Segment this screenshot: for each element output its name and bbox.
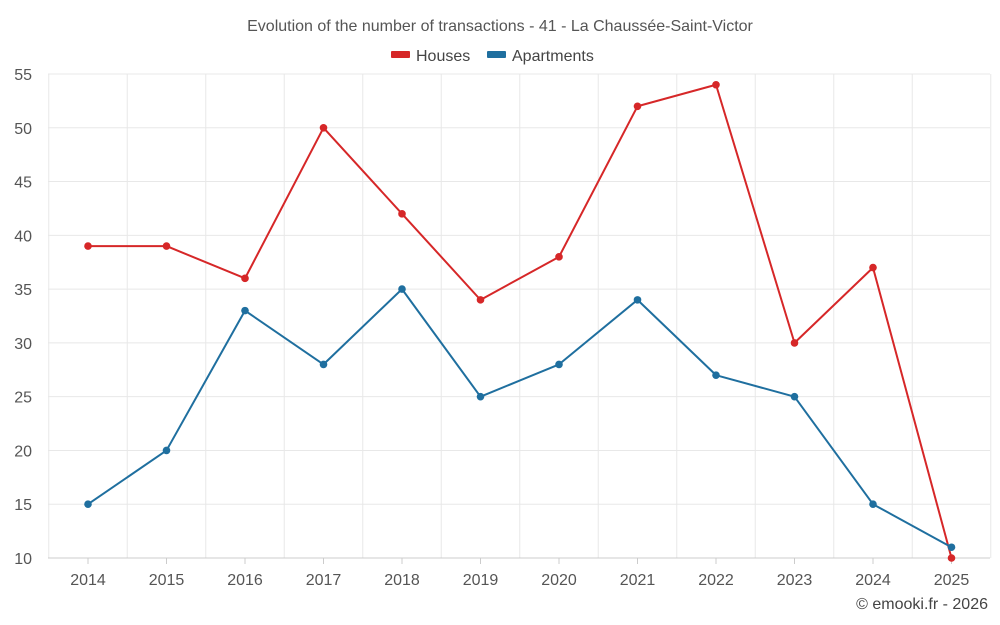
- data-point-apartments[interactable]: [84, 500, 92, 509]
- x-tick-label: 2016: [227, 572, 263, 589]
- y-axis: 10 15 20 25 30 35 40 45 50 55: [14, 67, 32, 568]
- x-tick-label: 2018: [384, 572, 420, 589]
- x-tick-label: 2021: [620, 572, 656, 589]
- data-point-apartments[interactable]: [947, 543, 956, 552]
- y-tick-label: 45: [14, 175, 32, 192]
- x-tick-label: 2014: [70, 572, 106, 589]
- data-point-houses[interactable]: [947, 554, 956, 562]
- data-point-houses[interactable]: [319, 123, 328, 132]
- data-point-apartments[interactable]: [869, 500, 877, 509]
- x-axis: 2014 2015 2016 2017 2018 2019 2020 2021 2022 2023…: [48, 557, 990, 589]
- series-line-houses: [88, 83, 953, 559]
- x-tick-label: 2025: [934, 572, 970, 589]
- y-tick-label: 20: [14, 443, 32, 460]
- data-point-apartments[interactable]: [476, 392, 485, 401]
- credit-text: © emooki.fr - 2026: [856, 596, 988, 613]
- x-tick-label: 2015: [149, 572, 185, 589]
- data-point-apartments[interactable]: [712, 371, 720, 379]
- data-point-apartments[interactable]: [319, 360, 328, 369]
- data-point-apartments[interactable]: [162, 446, 171, 455]
- x-tick-label: 2017: [306, 572, 342, 589]
- legend-swatch-apartments[interactable]: [487, 51, 506, 58]
- chart-title: Evolution of the number of transactions …: [247, 18, 753, 35]
- data-point-apartments[interactable]: [398, 285, 406, 293]
- data-point-houses[interactable]: [398, 210, 406, 218]
- y-tick-label: 40: [14, 228, 32, 245]
- x-tick-label: 2020: [541, 572, 577, 589]
- data-point-houses[interactable]: [241, 274, 249, 283]
- data-point-houses[interactable]: [869, 263, 877, 272]
- y-tick-label: 25: [14, 390, 32, 407]
- y-tick-label: 55: [14, 67, 32, 84]
- legend-label-apartments[interactable]: Apartments: [512, 48, 594, 65]
- data-point-apartments[interactable]: [555, 360, 563, 369]
- legend: Houses Apartments: [391, 48, 594, 65]
- y-tick-label: 30: [14, 336, 32, 353]
- data-point-apartments[interactable]: [633, 296, 642, 304]
- data-point-houses[interactable]: [633, 102, 642, 111]
- data-point-apartments[interactable]: [241, 306, 249, 315]
- data-point-houses[interactable]: [790, 339, 799, 347]
- y-tick-label: 50: [14, 121, 32, 138]
- data-point-houses[interactable]: [555, 253, 563, 261]
- legend-swatch-houses[interactable]: [391, 51, 410, 58]
- y-tick-label: 35: [14, 282, 32, 299]
- grid: [48, 73, 992, 559]
- x-tick-label: 2023: [777, 572, 813, 589]
- data-point-houses[interactable]: [712, 80, 720, 89]
- data-point-apartments[interactable]: [790, 392, 799, 401]
- x-tick-label: 2019: [463, 572, 499, 589]
- data-point-houses[interactable]: [162, 242, 171, 250]
- x-tick-label: 2022: [698, 572, 734, 589]
- series-line-apartments: [87, 288, 952, 549]
- y-tick-label: 15: [14, 497, 32, 514]
- data-point-houses[interactable]: [84, 242, 92, 250]
- data-point-houses[interactable]: [476, 296, 485, 304]
- legend-label-houses[interactable]: Houses: [416, 48, 470, 65]
- series-layer: [84, 80, 956, 562]
- y-tick-label: 10: [14, 551, 32, 568]
- x-tick-label: 2024: [855, 572, 891, 589]
